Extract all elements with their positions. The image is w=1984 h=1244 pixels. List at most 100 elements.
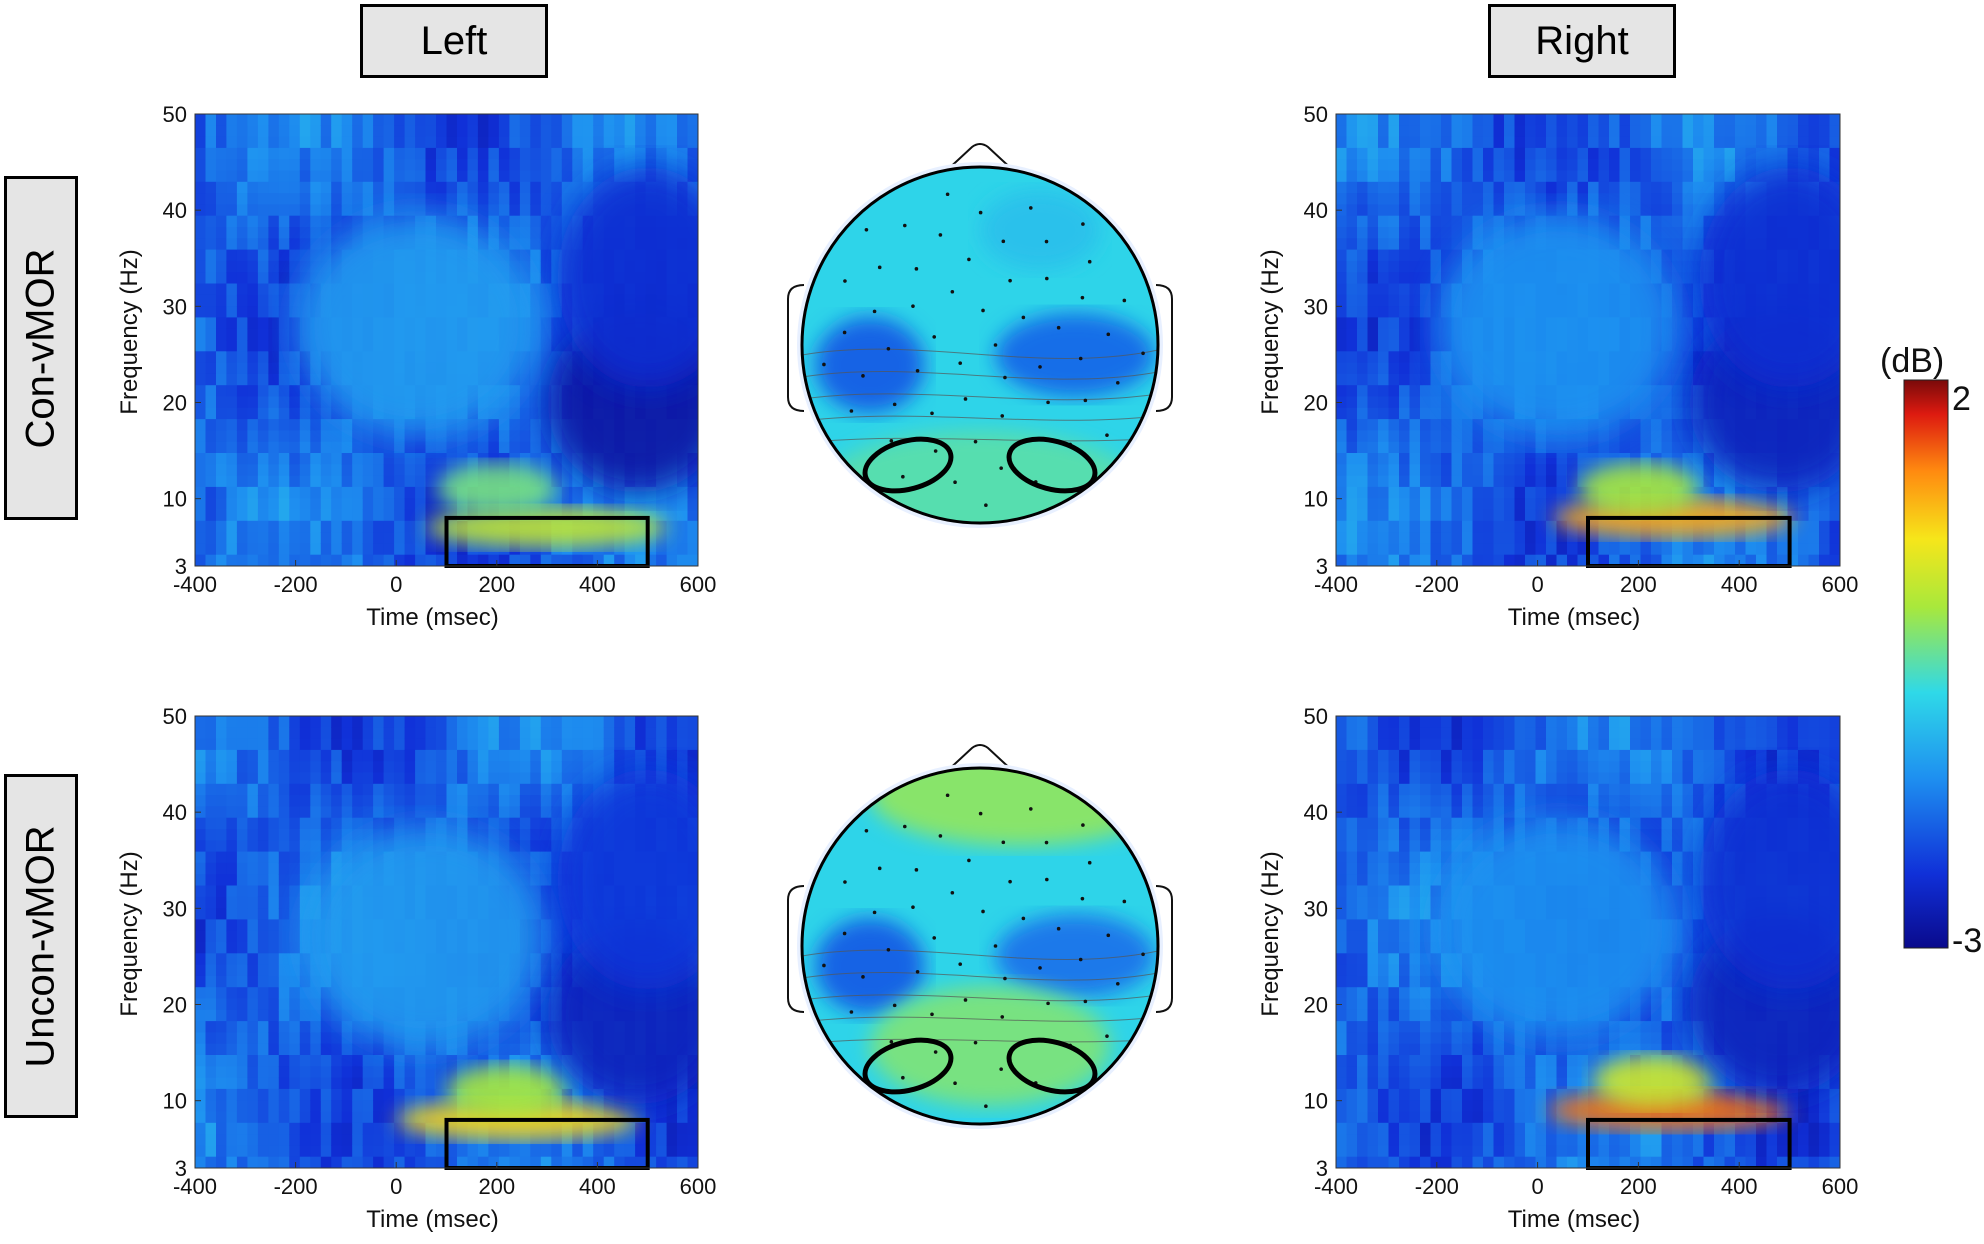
tf-cell [226, 520, 238, 533]
tf-cell [477, 204, 489, 217]
tf-cell [195, 407, 207, 420]
tf-cell [278, 749, 290, 762]
tf-cell [257, 727, 269, 740]
tf-cell [677, 125, 689, 138]
tf-cell [687, 159, 698, 172]
tf-cell [488, 181, 500, 194]
tf-cell [467, 147, 479, 160]
tf-cell [1357, 441, 1369, 454]
tf-cell [394, 125, 406, 138]
tf-cell [540, 362, 552, 375]
tf-cell [310, 407, 322, 420]
tf-cell [352, 1156, 364, 1168]
tf-cell [236, 147, 248, 160]
tf-cell [1672, 306, 1684, 318]
tf-cell [299, 486, 311, 499]
tf-cell [205, 783, 217, 796]
tf-cell [289, 204, 301, 217]
tf-cell [1451, 509, 1463, 522]
tf-cell [247, 441, 259, 454]
tf-cell [257, 1021, 269, 1033]
tf-cell [216, 328, 228, 341]
tf-cell [1336, 294, 1348, 307]
tf-cell [216, 170, 228, 183]
tf-cell [1441, 464, 1453, 477]
tf-cell [373, 181, 385, 194]
tf-cell [436, 193, 448, 205]
tf-cell [1336, 328, 1348, 341]
tf-cell [509, 441, 521, 454]
tf-cell [331, 829, 343, 841]
tf-cell [331, 407, 343, 420]
tf-cell [1682, 204, 1694, 217]
tf-cell [216, 498, 228, 511]
tf-cell [236, 908, 248, 920]
tf-cell [457, 772, 469, 785]
tf-cell [205, 1122, 217, 1135]
tf-cell [1472, 193, 1484, 205]
tf-cell [467, 159, 479, 172]
tf-cell [635, 114, 647, 126]
tf-cell [1483, 486, 1495, 499]
tf-cell [268, 840, 280, 853]
tf-cell [310, 1122, 322, 1135]
tf-cell [561, 453, 573, 465]
tf-cell [310, 783, 322, 796]
tf-cell [299, 1156, 311, 1168]
tf-cell [1546, 498, 1558, 511]
tf-cell [477, 227, 489, 239]
tf-cell [216, 1077, 228, 1090]
tf-cell [310, 1156, 322, 1168]
tf-cell [216, 486, 228, 499]
tf-cell [320, 1088, 332, 1101]
tf-cell [268, 783, 280, 796]
tf-cell [1745, 125, 1757, 138]
tf-cell [614, 114, 626, 126]
tf-cell [383, 136, 395, 149]
tf-cell [467, 170, 479, 183]
tf-cell [299, 975, 311, 988]
tf-cell [1336, 317, 1348, 330]
tf-cell [1682, 419, 1694, 431]
tf-cell [205, 249, 217, 262]
tf-cell [341, 1122, 353, 1135]
tf-cell [467, 125, 479, 138]
tf-cell [373, 716, 385, 728]
tf-cell [257, 885, 269, 898]
tf-cell [1420, 306, 1432, 318]
tf-cell [1514, 554, 1526, 566]
tf-cell [352, 464, 364, 477]
tf-cell [195, 942, 207, 954]
tf-cell [278, 783, 290, 796]
tf-cell [498, 441, 510, 454]
tf-cell [498, 193, 510, 205]
tf-cell [1367, 407, 1379, 420]
tf-cell [415, 204, 427, 217]
tf-cell [1378, 215, 1390, 228]
tf-cell [1472, 227, 1484, 239]
tf-cell [1672, 328, 1684, 341]
tf-cell [341, 125, 353, 138]
tf-cell [1399, 441, 1411, 454]
x-tick-label: 600 [680, 572, 717, 597]
tf-cell [320, 238, 332, 251]
tf-cell [383, 114, 395, 126]
tf-cell [1367, 373, 1379, 386]
tf-cell [1336, 272, 1348, 285]
tf-cell [446, 554, 458, 566]
tf-cell [457, 1156, 469, 1168]
tf-cell [216, 114, 228, 126]
tf-cell [656, 136, 668, 149]
tf-cell [299, 1043, 311, 1056]
tf-cell [1682, 464, 1694, 477]
tf-cell [1472, 464, 1484, 477]
tf-cell [1640, 181, 1652, 194]
tf-cell [236, 795, 248, 807]
tf-cell [205, 851, 217, 864]
tf-cell [205, 464, 217, 477]
tf-cell [352, 498, 364, 511]
tf-cell [1703, 340, 1715, 352]
tf-cell [205, 862, 217, 875]
tf-cell [289, 125, 301, 138]
